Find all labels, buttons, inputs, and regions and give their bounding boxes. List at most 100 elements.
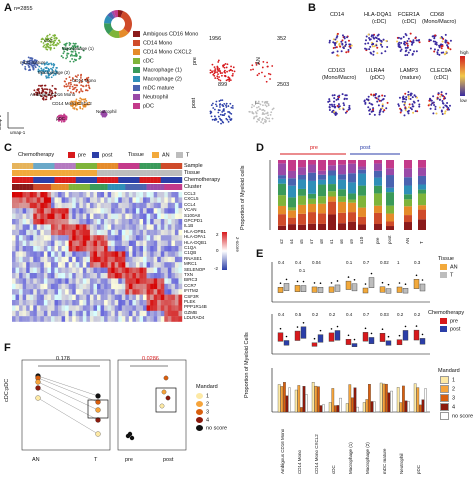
- feature-point: [402, 36, 405, 39]
- umap-point: [75, 84, 77, 87]
- heatmap-cell: [47, 289, 52, 295]
- outlier-point: [370, 332, 373, 335]
- heatmap-cell: [12, 197, 16, 203]
- heatmap-cell: [47, 278, 52, 284]
- umap-point: [62, 52, 65, 55]
- feature-point: [333, 94, 336, 97]
- heatmap-cell: [68, 316, 73, 322]
- umap-point: [63, 80, 66, 83]
- heatmap-cell: [100, 305, 105, 311]
- split-umap-point: [219, 117, 221, 120]
- feature-point: [403, 114, 406, 117]
- box: [385, 340, 392, 346]
- feature-point: [382, 110, 385, 113]
- heatmap-cell: [167, 267, 172, 274]
- heatmap-cell: [86, 197, 91, 203]
- heatmap-cell: [29, 278, 34, 284]
- heatmap-cell: [47, 197, 52, 203]
- split-umap-point: [214, 71, 217, 74]
- annotation-cell: [33, 170, 37, 176]
- heatmap-cell: [36, 240, 41, 247]
- umap-point: [69, 60, 72, 63]
- umap-point: [32, 68, 35, 71]
- umap-point: [40, 40, 43, 43]
- heatmap-cell: [43, 300, 48, 306]
- feature-point: [444, 40, 447, 43]
- heatmap-cell: [58, 224, 62, 230]
- heatmap-cell: [132, 262, 137, 268]
- heatmap-cell: [132, 300, 137, 306]
- umap-point: [38, 84, 40, 87]
- heatmap-cell: [82, 283, 87, 290]
- split-umap-point: [217, 111, 220, 114]
- feature-point: [403, 41, 406, 44]
- heatmap-cell: [86, 294, 91, 301]
- feature-point: [365, 48, 368, 51]
- annotation-cell: [128, 170, 133, 176]
- feature-point: [414, 37, 417, 40]
- e-label: 0.3: [414, 260, 421, 265]
- annotation-cell: [143, 170, 147, 176]
- umap-point: [62, 117, 65, 120]
- split-umap-point: [217, 59, 220, 62]
- split-umap-point: [214, 103, 217, 106]
- heatmap-cell: [26, 267, 30, 274]
- heatmap-cell: [65, 208, 69, 214]
- split-umap-point: [226, 63, 229, 66]
- umap-point: [32, 67, 35, 69]
- split-umap-point: [267, 103, 270, 105]
- outlier-point: [398, 334, 401, 337]
- umap-point: [34, 66, 37, 69]
- heatmap-cell: [33, 229, 37, 236]
- annotation-cell: [40, 177, 45, 183]
- cluster-label-cd14-mono: CD14 Mono: [72, 78, 97, 83]
- box: [345, 280, 352, 290]
- heatmap-cell: [72, 316, 76, 322]
- heatmap-cell: [40, 316, 45, 322]
- feature-point: [335, 36, 338, 39]
- umap-point: [21, 63, 24, 66]
- heatmap-cell: [68, 251, 73, 257]
- heatmap-cell: [12, 278, 16, 284]
- heatmap-cell: [54, 273, 59, 279]
- marker-cell-3: (cDC): [402, 19, 417, 25]
- marker-cell-8: (cDC): [434, 75, 449, 81]
- e-label: 0.2: [312, 312, 319, 317]
- split-umap-point: [209, 69, 212, 72]
- heatmap-cell: [107, 251, 112, 257]
- heatmap-cell: [79, 235, 84, 241]
- heatmap-cell: [139, 208, 144, 214]
- umap-point: [82, 85, 85, 88]
- heatmap-cell: [75, 229, 80, 236]
- heatmap-cell: [132, 197, 137, 203]
- marker-name-4: CD68: [430, 12, 445, 18]
- marker-name-8: CLEC9A: [430, 68, 452, 74]
- umap-point: [85, 99, 88, 102]
- heatmap-cell: [143, 316, 147, 322]
- heatmap-cell: [178, 208, 183, 214]
- heatmap-cell: [68, 294, 73, 301]
- feature-point: [370, 35, 373, 38]
- feature-point: [341, 43, 344, 46]
- heatmap-cell: [15, 278, 20, 284]
- mandard-bar: [322, 404, 325, 413]
- heatmap-cell: [114, 267, 119, 274]
- heatmap-cell: [132, 213, 137, 220]
- stacked-segment: [418, 175, 426, 185]
- heatmap-cell: [33, 213, 37, 220]
- feature-point: [401, 100, 404, 103]
- outlier-point: [415, 325, 418, 327]
- heatmap-cell: [97, 251, 101, 257]
- heatmap-cell: [72, 192, 76, 198]
- feature-point: [377, 98, 380, 101]
- heatmap-cell: [107, 197, 112, 203]
- heatmap-cell: [118, 208, 122, 214]
- heatmap-cell: [82, 213, 87, 220]
- heatmap-cell: [125, 305, 130, 311]
- annotation-cell: [135, 170, 140, 176]
- heatmap-cell: [40, 305, 45, 311]
- annotation-cell: [29, 177, 34, 183]
- heatmap-cell: [114, 305, 119, 311]
- annotation-cell: [100, 163, 105, 169]
- heatmap-cell: [75, 262, 80, 268]
